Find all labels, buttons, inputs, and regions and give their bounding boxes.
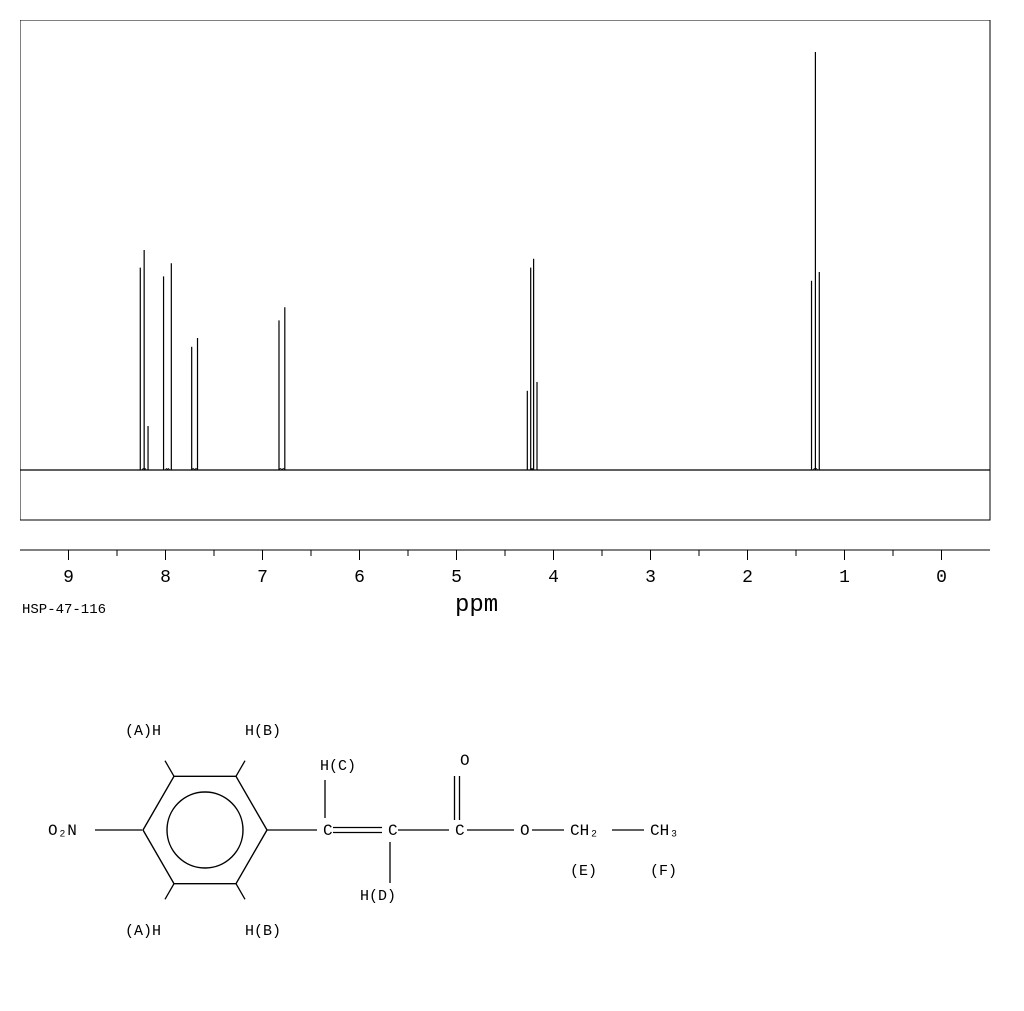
svg-text:(E): (E)	[570, 863, 597, 880]
svg-text:C: C	[388, 822, 398, 840]
svg-text:O: O	[460, 752, 470, 770]
svg-text:H(B): H(B)	[245, 923, 281, 940]
x-axis-unit: ppm	[455, 592, 498, 619]
spectrum-svg: 9 8 7 6 5 4 3 2 1 0	[20, 20, 1010, 620]
svg-text:(A)H: (A)H	[125, 723, 161, 740]
svg-text:O₂N: O₂N	[48, 822, 77, 840]
svg-text:C: C	[455, 822, 465, 840]
svg-text:8: 8	[160, 568, 171, 588]
svg-text:3: 3	[645, 568, 656, 588]
svg-text:(F): (F)	[650, 863, 677, 880]
svg-text:1: 1	[839, 568, 850, 588]
structure-svg: O₂N C C C O O CH₂ CH₃ (A)H H(B) (A)H H(B) H(C) H(D) (E…	[30, 680, 750, 980]
svg-text:4: 4	[548, 568, 559, 588]
svg-text:2: 2	[742, 568, 753, 588]
spectrum-id-label: HSP-47-116	[22, 602, 106, 618]
svg-text:H(D): H(D)	[360, 888, 396, 905]
svg-text:7: 7	[257, 568, 268, 588]
svg-text:9: 9	[63, 568, 74, 588]
svg-text:H(C): H(C)	[320, 758, 356, 775]
svg-text:O: O	[520, 822, 530, 840]
page-root: 9 8 7 6 5 4 3 2 1 0 HSP-47-116 ppm O₂N C C C O O CH₂ CH₃…	[0, 0, 1024, 1011]
svg-text:C: C	[323, 822, 333, 840]
svg-text:0: 0	[936, 568, 947, 588]
svg-text:5: 5	[451, 568, 462, 588]
svg-text:H(B): H(B)	[245, 723, 281, 740]
svg-text:(A)H: (A)H	[125, 923, 161, 940]
chemical-structure: O₂N C C C O O CH₂ CH₃ (A)H H(B) (A)H H(B) H(C) H(D) (E…	[30, 680, 750, 985]
nmr-spectrum: 9 8 7 6 5 4 3 2 1 0	[20, 20, 1010, 625]
svg-text:CH₂: CH₂	[570, 822, 599, 840]
svg-text:6: 6	[354, 568, 365, 588]
svg-text:CH₃: CH₃	[650, 822, 679, 840]
